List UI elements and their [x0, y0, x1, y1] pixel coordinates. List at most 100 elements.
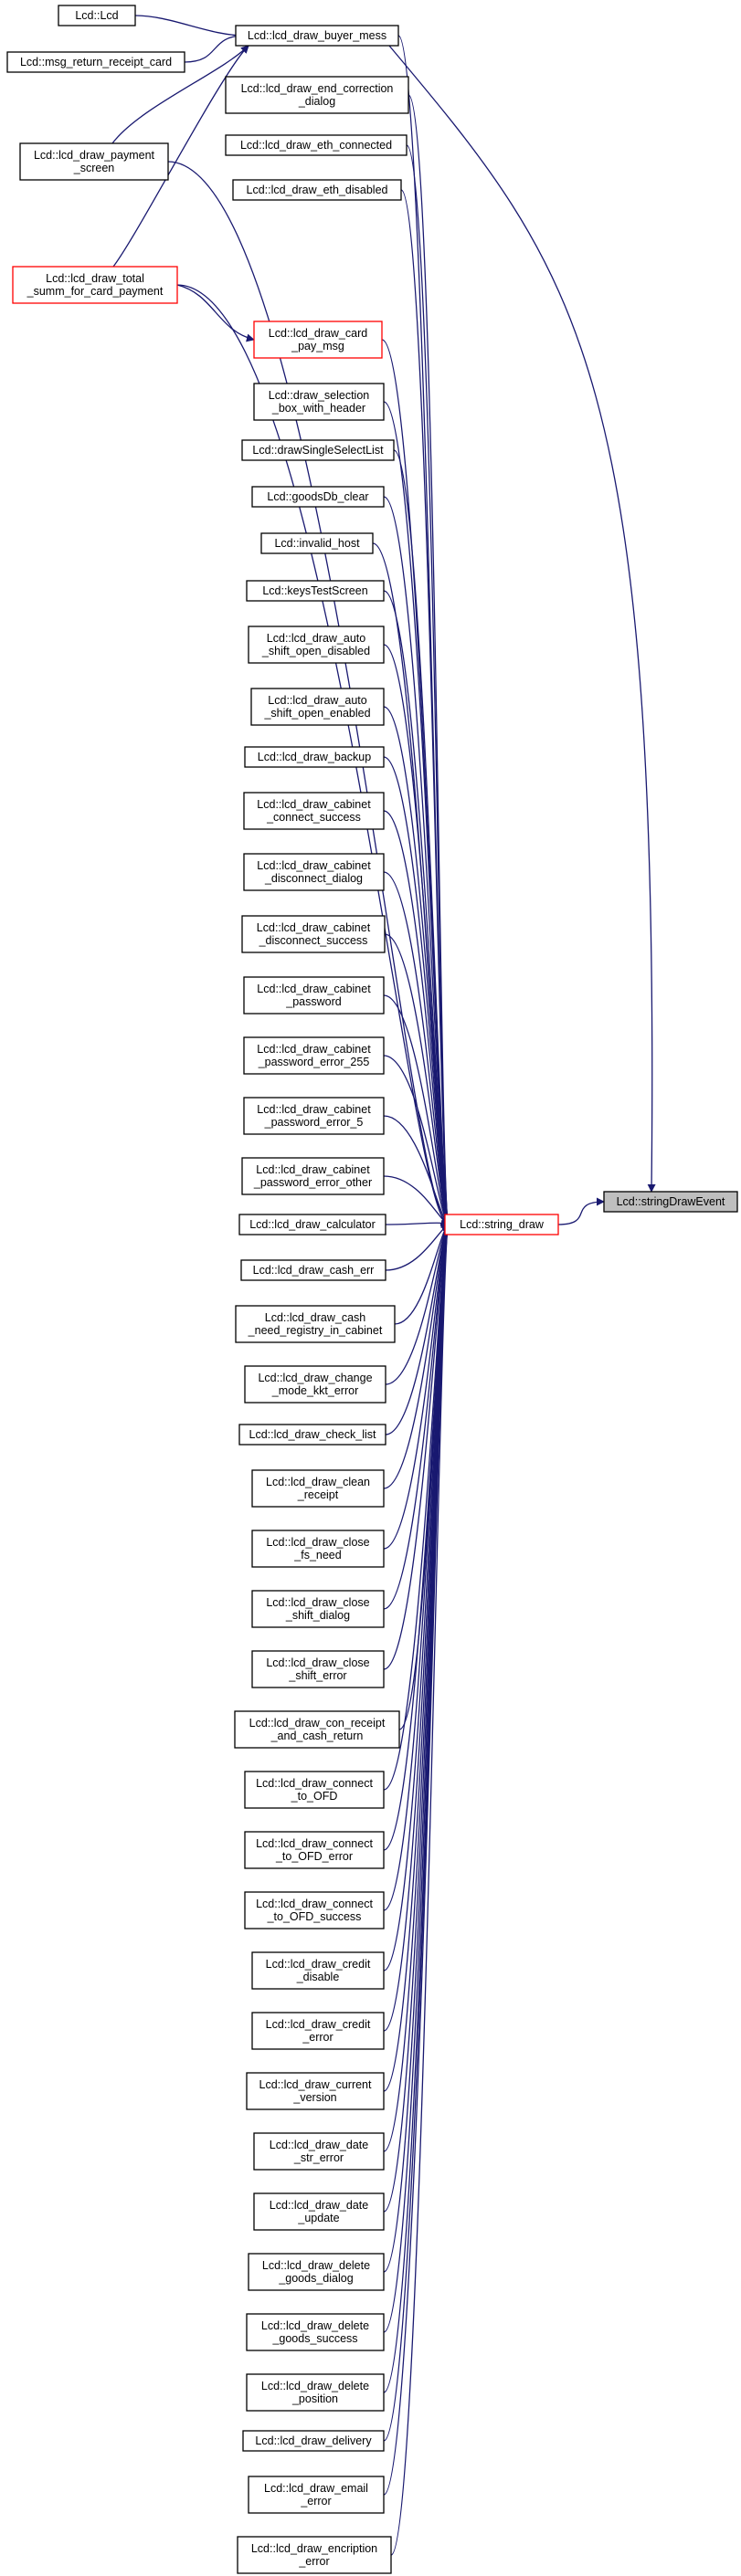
node-lcd-lcd-draw-clean-receipt[interactable]: Lcd::lcd_draw_clean_receipt — [251, 1469, 385, 1508]
node-lcd-keystestscreen[interactable]: Lcd::keysTestScreen — [246, 580, 385, 602]
node-lcd-lcd-draw-cabinet-password-error-255[interactable]: Lcd::lcd_draw_cabinet_password_error_255 — [243, 1036, 385, 1075]
node-lcd-lcd-draw-card-pay-msg[interactable]: Lcd::lcd_draw_card_pay_msg — [253, 321, 383, 359]
edge-ethdis-to-strdraw — [400, 189, 450, 1225]
node-lcd-lcd-draw-calculator[interactable]: Lcd::lcd_draw_calculator — [238, 1214, 386, 1235]
node-label: Lcd::lcd_draw_credit — [266, 2018, 371, 2031]
node-label: Lcd::keysTestScreen — [262, 584, 367, 597]
node-label: Lcd::draw_selection — [269, 389, 370, 402]
node-lcd-lcd-draw-close-shift-error[interactable]: Lcd::lcd_draw_close_shift_error — [251, 1650, 385, 1688]
node-box — [244, 1771, 385, 1809]
node-lcd-lcd-draw-auto-shift-open-disabled[interactable]: Lcd::lcd_draw_auto_shift_open_disabled — [248, 626, 385, 664]
node-lcd-lcd-draw-cabinet-connect-success[interactable]: Lcd::lcd_draw_cabinet_connect_success — [243, 792, 385, 830]
node-label: Lcd::lcd_draw_con_receipt — [249, 1717, 386, 1730]
node-lcd-lcd-draw-delete-goods-dialog[interactable]: Lcd::lcd_draw_delete_goods_dialog — [248, 2253, 385, 2291]
node-lcd-lcd-draw-delivery[interactable]: Lcd::lcd_draw_delivery — [242, 2430, 385, 2452]
node-lcd-lcd-draw-credit-error[interactable]: Lcd::lcd_draw_credit_error — [251, 2012, 385, 2050]
node-label: _shift_open_enabled — [263, 707, 370, 720]
node-box — [250, 688, 385, 726]
edge-calc-to-strdraw — [385, 1217, 450, 1226]
node-label: Lcd::lcd_draw_auto — [267, 632, 365, 645]
node-box — [6, 51, 185, 73]
node-box — [248, 2253, 385, 2291]
node-layer: Lcd::LcdLcd::msg_return_receipt_cardLcd:… — [6, 5, 738, 2574]
node-label: Lcd::lcd_draw_clean — [266, 1476, 370, 1488]
node-label: Lcd::lcd_draw_card — [269, 327, 367, 340]
node-label: Lcd::lcd_draw_cabinet — [257, 859, 371, 872]
node-label: Lcd::lcd_draw_cash — [265, 1311, 366, 1324]
node-box — [241, 915, 386, 953]
node-box — [251, 1590, 385, 1628]
node-lcd-lcd[interactable]: Lcd::Lcd — [58, 5, 136, 26]
node-label: Lcd::lcd_draw_cabinet — [257, 1103, 371, 1116]
node-lcd-lcd-draw-cabinet-disconnect-dialog[interactable]: Lcd::lcd_draw_cabinet_disconnect_dialog — [243, 853, 385, 891]
node-label: Lcd::lcd_draw_cabinet — [257, 983, 371, 995]
node-label: _and_cash_return — [270, 1730, 364, 1742]
node-label: _password_error_255 — [258, 1056, 370, 1068]
node-lcd-lcd-draw-close-shift-dialog[interactable]: Lcd::lcd_draw_close_shift_dialog — [251, 1590, 385, 1628]
node-lcd-lcd-draw-connect-to-ofd-success[interactable]: Lcd::lcd_draw_connect_to_OFD_success — [244, 1891, 385, 1929]
edge-buyer-to-root — [388, 45, 656, 1193]
node-lcd-goodsdb-clear[interactable]: Lcd::goodsDb_clear — [251, 486, 385, 508]
node-lcd-stringdrawevent[interactable]: Lcd::stringDrawEvent — [603, 1191, 738, 1213]
node-lcd-lcd-draw-encription-error[interactable]: Lcd::lcd_draw_encription_error — [237, 2536, 392, 2574]
node-lcd-lcd-draw-cabinet-password-error-5[interactable]: Lcd::lcd_draw_cabinet_password_error_5 — [243, 1097, 385, 1135]
node-lcd-lcd-draw-cash-need-registry-in-cabinet[interactable]: Lcd::lcd_draw_cash_need_registry_in_cabi… — [235, 1305, 396, 1343]
node-label: _shift_open_disabled — [261, 645, 370, 657]
node-lcd-string-draw[interactable]: Lcd::string_draw — [444, 1214, 559, 1235]
node-lcd-lcd-draw-end-correction-dialog[interactable]: Lcd::lcd_draw_end_correction_dialog — [225, 76, 409, 114]
node-label: _connect_success — [266, 811, 361, 824]
node-lcd-lcd-draw-cash-err[interactable]: Lcd::lcd_draw_cash_err — [240, 1259, 386, 1281]
node-box — [251, 1469, 385, 1508]
node-label: Lcd::lcd_draw_end_correction — [241, 82, 394, 95]
node-box — [241, 439, 395, 461]
node-lcd-drawsingleselectlist[interactable]: Lcd::drawSingleSelectList — [241, 439, 395, 461]
node-lcd-lcd-draw-payment-screen[interactable]: Lcd::lcd_draw_payment_screen — [19, 142, 169, 181]
node-lcd-lcd-draw-connect-to-ofd-error[interactable]: Lcd::lcd_draw_connect_to_OFD_error — [244, 1831, 385, 1869]
node-lcd-invalid-host[interactable]: Lcd::invalid_host — [260, 532, 374, 554]
node-label: _shift_error — [288, 1669, 346, 1682]
node-box — [234, 1710, 400, 1749]
node-lcd-lcd-draw-credit-disable[interactable]: Lcd::lcd_draw_credit_disable — [251, 1951, 385, 1990]
node-lcd-lcd-draw-backup[interactable]: Lcd::lcd_draw_backup — [244, 746, 385, 768]
node-lcd-lcd-draw-eth-connected[interactable]: Lcd::lcd_draw_eth_connected — [225, 134, 408, 156]
node-lcd-lcd-draw-con-receipt-and-cash-return[interactable]: Lcd::lcd_draw_con_receipt_and_cash_retur… — [234, 1710, 400, 1749]
node-lcd-lcd-draw-auto-shift-open-enabled[interactable]: Lcd::lcd_draw_auto_shift_open_enabled — [250, 688, 385, 726]
node-lcd-lcd-draw-change-mode-kkt-error[interactable]: Lcd::lcd_draw_change_mode_kkt_error — [244, 1365, 386, 1404]
node-lcd-lcd-draw-email-error[interactable]: Lcd::lcd_draw_email_error — [248, 2476, 385, 2514]
node-lcd-lcd-draw-cabinet-disconnect-success[interactable]: Lcd::lcd_draw_cabinet_disconnect_success — [241, 915, 386, 953]
node-box — [12, 266, 178, 304]
node-lcd-msg-return-receipt-card[interactable]: Lcd::msg_return_receipt_card — [6, 51, 185, 73]
node-lcd-lcd-draw-close-fs-need[interactable]: Lcd::lcd_draw_close_fs_need — [251, 1530, 385, 1568]
node-label: _disable — [296, 1971, 340, 1983]
node-lcd-lcd-draw-cabinet-password[interactable]: Lcd::lcd_draw_cabinet_password — [243, 976, 385, 1015]
node-label: _pay_msg — [291, 340, 344, 352]
node-lcd-lcd-draw-buyer-mess[interactable]: Lcd::lcd_draw_buyer_mess — [235, 25, 399, 47]
node-label: Lcd::drawSingleSelectList — [252, 444, 384, 457]
node-lcd-lcd-draw-total-summ-for-card-payment[interactable]: Lcd::lcd_draw_total_summ_for_card_paymen… — [12, 266, 178, 304]
node-label: Lcd::lcd_draw_encription — [251, 2542, 377, 2555]
node-lcd-draw-selection-box-with-header[interactable]: Lcd::draw_selection_box_with_header — [253, 383, 385, 421]
node-box — [241, 1157, 385, 1195]
node-lcd-lcd-draw-check-list[interactable]: Lcd::lcd_draw_check_list — [238, 1424, 386, 1446]
node-box — [243, 853, 385, 891]
node-box — [246, 580, 385, 602]
node-lcd-lcd-draw-connect-to-ofd[interactable]: Lcd::lcd_draw_connect_to_OFD — [244, 1771, 385, 1809]
node-box — [242, 2430, 385, 2452]
node-lcd-lcd-draw-date-str-error[interactable]: Lcd::lcd_draw_date_str_error — [253, 2132, 385, 2171]
node-box — [253, 2192, 385, 2231]
node-label: Lcd::lcd_draw_total — [46, 272, 144, 285]
node-lcd-lcd-draw-cabinet-password-error-other[interactable]: Lcd::lcd_draw_cabinet_password_error_oth… — [241, 1157, 385, 1195]
edge-layer — [111, 15, 656, 2556]
node-box — [225, 134, 408, 156]
node-label: _disconnect_dialog — [264, 872, 363, 885]
node-box — [251, 2012, 385, 2050]
node-label: _password_error_other — [253, 1176, 372, 1189]
node-lcd-lcd-draw-eth-disabled[interactable]: Lcd::lcd_draw_eth_disabled — [232, 179, 402, 201]
node-lcd-lcd-draw-date-update[interactable]: Lcd::lcd_draw_date_update — [253, 2192, 385, 2231]
node-box — [260, 532, 374, 554]
node-box — [246, 2313, 385, 2351]
node-lcd-lcd-draw-delete-goods-success[interactable]: Lcd::lcd_draw_delete_goods_success — [246, 2313, 385, 2351]
node-lcd-lcd-draw-delete-position[interactable]: Lcd::lcd_draw_delete_position — [246, 2373, 385, 2412]
node-lcd-lcd-draw-current-version[interactable]: Lcd::lcd_draw_current_version — [246, 2072, 385, 2110]
